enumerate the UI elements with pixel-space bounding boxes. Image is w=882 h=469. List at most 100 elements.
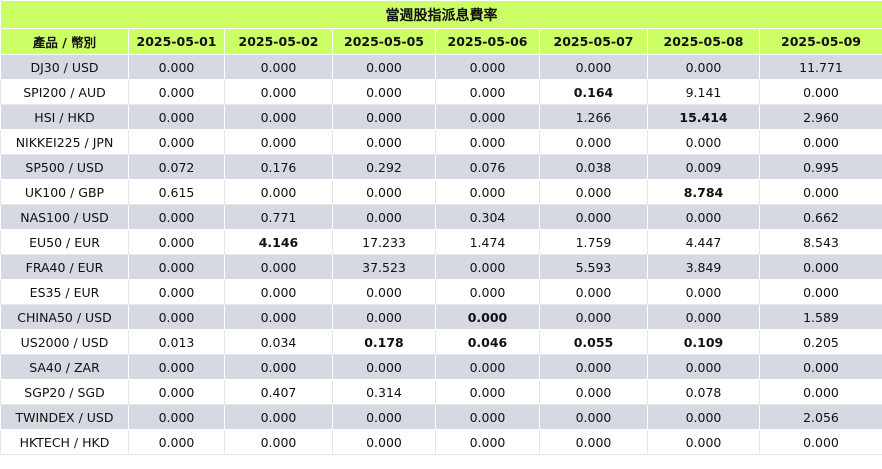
- table-row: NIKKEI225 / JPN 0.000 0.000 0.000 0.000 0.000…: [0, 129, 882, 155]
- rate-cell: 0.000: [332, 279, 436, 305]
- date-column-header: 2025-05-07: [539, 28, 648, 55]
- date-column-header: 2025-05-02: [224, 28, 333, 55]
- table-row: SA40 / ZAR 0.000 0.000 0.000 0.000 0.000 0.000…: [0, 354, 882, 380]
- rate-cell: 0.000: [224, 429, 333, 455]
- rate-cell: 15.414: [647, 104, 760, 130]
- rate-cell: 0.995: [759, 154, 882, 180]
- rate-cell: 0.000: [647, 204, 760, 230]
- rate-cell: 0.407: [224, 379, 333, 405]
- rate-cell: 0.000: [332, 429, 436, 455]
- rate-cell: 0.000: [435, 54, 540, 80]
- rate-cell: 0.000: [759, 79, 882, 105]
- rate-cell: 0.000: [539, 429, 648, 455]
- rate-cell: 0.000: [224, 54, 333, 80]
- rate-cell: 0.000: [128, 404, 225, 430]
- product-cell: DJ30 / USD: [0, 54, 129, 80]
- rate-cell: 0.000: [435, 429, 540, 455]
- rate-cell: 0.000: [128, 304, 225, 330]
- rate-cell: 0.000: [332, 79, 436, 105]
- rate-cell: 0.000: [435, 354, 540, 380]
- rate-cell: 0.000: [224, 279, 333, 305]
- rate-cell: 0.013: [128, 329, 225, 355]
- rate-cell: 0.000: [435, 279, 540, 305]
- rate-cell: 0.000: [539, 54, 648, 80]
- table-row: HKTECH / HKD 0.000 0.000 0.000 0.000 0.000 0.0…: [0, 429, 882, 455]
- rate-cell: 0.076: [435, 154, 540, 180]
- rate-cell: 0.009: [647, 154, 760, 180]
- rate-cell: 0.000: [647, 404, 760, 430]
- rate-cell: 0.000: [759, 354, 882, 380]
- product-column-header: 產品 / 幣別: [0, 28, 129, 55]
- rate-cell: 9.141: [647, 79, 760, 105]
- table-row: HSI / HKD 0.000 0.000 0.000 0.000 1.266 15.414…: [0, 104, 882, 130]
- rate-cell: 0.000: [759, 429, 882, 455]
- rate-cell: 0.205: [759, 329, 882, 355]
- rate-cell: 0.000: [224, 129, 333, 155]
- product-cell: US2000 / USD: [0, 329, 129, 355]
- rate-cell: 17.233: [332, 229, 436, 255]
- rate-cell: 0.000: [332, 54, 436, 80]
- rate-cell: 0.000: [224, 179, 333, 205]
- rate-cell: 0.000: [435, 379, 540, 405]
- rate-cell: 0.000: [224, 404, 333, 430]
- rate-cell: 0.000: [435, 129, 540, 155]
- rate-cell: 0.000: [647, 354, 760, 380]
- rate-cell: 0.000: [539, 404, 648, 430]
- rate-cell: 0.000: [435, 304, 540, 330]
- date-column-header: 2025-05-05: [332, 28, 436, 55]
- rate-cell: 0.000: [647, 279, 760, 305]
- rate-cell: 0.000: [128, 429, 225, 455]
- rate-cell: 0.000: [128, 354, 225, 380]
- rate-cell: 4.146: [224, 229, 333, 255]
- rate-cell: 0.164: [539, 79, 648, 105]
- rate-cell: 0.000: [224, 354, 333, 380]
- rate-cell: 0.000: [539, 379, 648, 405]
- table-row: ES35 / EUR 0.000 0.000 0.000 0.000 0.000 0.000…: [0, 279, 882, 305]
- table-row: NAS100 / USD 0.000 0.771 0.000 0.304 0.000 0.0…: [0, 204, 882, 230]
- rate-cell: 0.000: [128, 254, 225, 280]
- rate-cell: 0.000: [224, 254, 333, 280]
- product-cell: UK100 / GBP: [0, 179, 129, 205]
- rate-cell: 0.615: [128, 179, 225, 205]
- date-column-header: 2025-05-01: [128, 28, 225, 55]
- table-row: UK100 / GBP 0.615 0.000 0.000 0.000 0.000 8.78…: [0, 179, 882, 205]
- product-cell: SGP20 / SGD: [0, 379, 129, 405]
- rate-cell: 1.266: [539, 104, 648, 130]
- rate-cell: 0.000: [128, 79, 225, 105]
- rate-cell: 5.593: [539, 254, 648, 280]
- product-cell: NIKKEI225 / JPN: [0, 129, 129, 155]
- rate-cell: 0.000: [539, 304, 648, 330]
- rate-cell: 0.055: [539, 329, 648, 355]
- product-cell: TWINDEX / USD: [0, 404, 129, 430]
- rate-cell: 0.000: [224, 104, 333, 130]
- date-column-header: 2025-05-06: [435, 28, 540, 55]
- rate-cell: 0.000: [539, 279, 648, 305]
- rate-cell: 11.771: [759, 54, 882, 80]
- rate-cell: 0.000: [435, 79, 540, 105]
- rate-cell: 0.292: [332, 154, 436, 180]
- rate-cell: 0.000: [759, 279, 882, 305]
- rate-cell: 0.000: [539, 354, 648, 380]
- product-cell: ES35 / EUR: [0, 279, 129, 305]
- rate-cell: 0.771: [224, 204, 333, 230]
- rate-cell: 2.960: [759, 104, 882, 130]
- product-cell: HKTECH / HKD: [0, 429, 129, 455]
- date-column-header: 2025-05-09: [759, 28, 882, 55]
- rate-cell: 4.447: [647, 229, 760, 255]
- rate-cell: 0.662: [759, 204, 882, 230]
- rate-cell: 0.000: [128, 129, 225, 155]
- rate-cell: 0.072: [128, 154, 225, 180]
- rate-cell: 1.589: [759, 304, 882, 330]
- rate-cell: 1.474: [435, 229, 540, 255]
- rate-cell: 0.000: [332, 204, 436, 230]
- rate-cell: 0.000: [647, 54, 760, 80]
- rate-cell: 0.000: [759, 379, 882, 405]
- rate-cell: 0.046: [435, 329, 540, 355]
- rate-cell: 2.056: [759, 404, 882, 430]
- rate-cell: 0.000: [128, 104, 225, 130]
- rate-cell: 0.000: [539, 179, 648, 205]
- rate-cell: 0.000: [224, 79, 333, 105]
- rate-cell: 0.000: [332, 104, 436, 130]
- rate-cell: 0.000: [435, 104, 540, 130]
- rate-cell: 0.034: [224, 329, 333, 355]
